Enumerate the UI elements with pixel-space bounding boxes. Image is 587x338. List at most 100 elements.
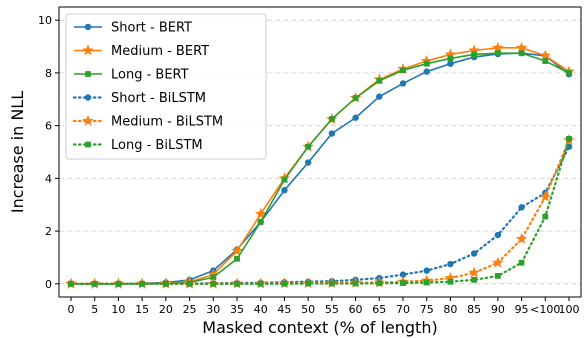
- legend-item: Long - BERT: [74, 68, 189, 83]
- y-tick-label: 6: [45, 120, 52, 133]
- data-point: [376, 93, 383, 100]
- data-point: [305, 280, 312, 287]
- y-axis: 0 2 4 6 8 10: [38, 14, 59, 291]
- x-tick-label: 95: [515, 303, 529, 316]
- data-point: [494, 273, 501, 279]
- legend-marker: [85, 141, 91, 148]
- data-point: [518, 204, 525, 211]
- data-point: [254, 207, 267, 219]
- data-point: [420, 54, 433, 66]
- data-point: [542, 213, 549, 220]
- data-point: [234, 280, 240, 287]
- data-point: [423, 60, 430, 67]
- series-line: [69, 137, 571, 285]
- x-tick-label: 20: [159, 303, 173, 316]
- data-point: [352, 114, 359, 121]
- legend-label: Medium - BERT: [111, 44, 209, 59]
- data-point: [376, 77, 383, 84]
- data-point: [91, 280, 98, 287]
- data-point: [447, 260, 454, 268]
- plot-frame: [58, 6, 582, 298]
- data-point: [470, 250, 478, 257]
- data-point: [139, 280, 146, 287]
- data-point: [281, 187, 288, 194]
- data-point: [468, 266, 480, 278]
- x-tick-label: 50: [301, 303, 315, 316]
- y-tick-label: 0: [45, 278, 52, 291]
- data-point: [539, 190, 552, 202]
- legend-label: Medium - BiLSTM: [111, 115, 223, 130]
- data-point: [210, 280, 217, 287]
- legend-item: Medium - BiLSTM: [72, 114, 223, 130]
- data-point: [328, 280, 335, 287]
- x-tick-label: 85: [467, 303, 481, 316]
- data-point: [539, 49, 552, 61]
- data-point: [471, 51, 478, 58]
- x-tick-label: 45: [277, 303, 291, 316]
- data-point: [352, 95, 359, 101]
- data-point: [162, 280, 169, 287]
- legend-item: Medium - BERT: [74, 44, 209, 59]
- x-tick-label: 100: [559, 303, 580, 316]
- data-point: [305, 143, 312, 150]
- x-axis: 0 5 10 15 20 25 30 35 40 45 50 55 60 65 70 75 80 85 90 95 <1…: [68, 297, 580, 316]
- series-5: [68, 135, 572, 287]
- x-tick-label: 15: [135, 303, 149, 316]
- data-point: [115, 280, 122, 287]
- x-tick-label: 0: [68, 303, 75, 316]
- x-tick-label: 70: [396, 303, 410, 316]
- data-point: [566, 70, 572, 76]
- legend-item: Long - BiLSTM: [72, 138, 203, 153]
- data-point: [304, 159, 312, 166]
- legend-marker: [82, 114, 94, 126]
- data-point: [423, 279, 430, 286]
- data-point: [257, 280, 264, 287]
- data-point: [447, 278, 454, 285]
- x-tick-label: 65: [372, 303, 386, 316]
- legend-item: Short - BERT: [74, 21, 192, 36]
- legend-marker: [84, 94, 92, 101]
- legend-box: [65, 13, 267, 160]
- data-point: [494, 50, 501, 57]
- x-tick-label: <100: [530, 303, 560, 316]
- data-point: [257, 218, 264, 225]
- series-line: [71, 52, 570, 285]
- legend-label: Short - BERT: [111, 21, 192, 36]
- x-axis-label: Masked context (% of length): [202, 318, 437, 337]
- data-point: [444, 48, 457, 60]
- data-point: [68, 280, 74, 287]
- data-point: [566, 135, 572, 142]
- data-point: [399, 80, 407, 87]
- data-point: [400, 67, 406, 74]
- data-point: [515, 232, 528, 244]
- data-point: [423, 68, 430, 75]
- data-point: [231, 244, 243, 256]
- data-point: [492, 41, 504, 53]
- x-tick-label: 35: [230, 303, 244, 316]
- legend-marker: [85, 71, 91, 77]
- data-point: [515, 41, 528, 53]
- x-tick-label: 90: [491, 303, 505, 316]
- y-tick-label: 10: [38, 14, 52, 27]
- x-tick-label: 25: [183, 303, 197, 316]
- gridlines: [59, 19, 581, 285]
- data-point: [186, 280, 193, 287]
- series-layer: [65, 41, 575, 289]
- data-point: [328, 130, 336, 137]
- y-tick-label: 2: [45, 225, 52, 238]
- x-tick-label: 5: [91, 303, 98, 316]
- legend-item: Short - BiLSTM: [72, 91, 206, 106]
- data-point: [400, 280, 406, 286]
- y-tick-label: 8: [45, 67, 52, 80]
- data-point: [494, 231, 502, 239]
- x-tick-label: 30: [206, 303, 220, 316]
- data-point: [447, 60, 454, 67]
- data-point: [468, 44, 480, 56]
- data-point: [234, 255, 240, 262]
- y-axis-label: Increase in NLL: [8, 91, 27, 213]
- data-point: [518, 259, 525, 266]
- x-tick-label: 75: [420, 303, 434, 316]
- data-point: [281, 280, 288, 287]
- data-point: [542, 58, 549, 64]
- data-point: [376, 280, 383, 287]
